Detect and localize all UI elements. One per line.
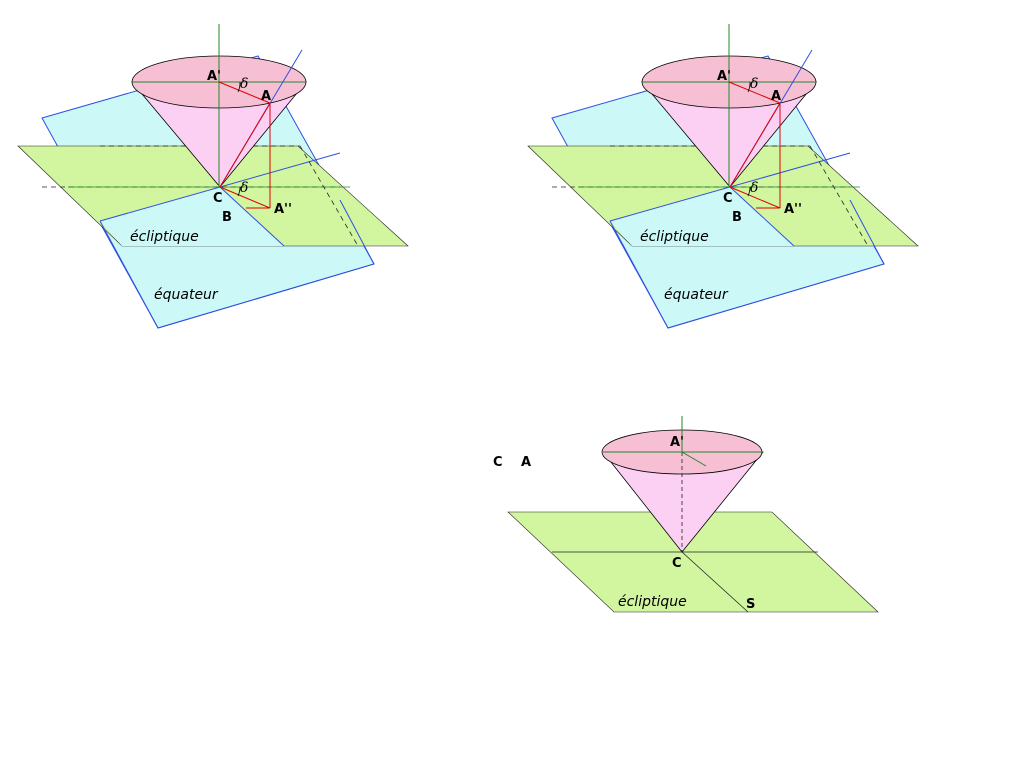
label-equateur: équateur bbox=[154, 287, 219, 303]
equator-outline-lower bbox=[609, 199, 885, 329]
figure-3: A' C écliptique S C A bbox=[493, 416, 879, 613]
figure-2: A' δ A δ C B A'' écliptique équateur bbox=[527, 24, 919, 329]
label-c: C bbox=[213, 191, 223, 206]
label-a-double: A'' bbox=[274, 202, 292, 217]
label-b: B bbox=[222, 210, 232, 225]
equator-plane-front bbox=[100, 187, 284, 246]
label-a: A bbox=[771, 89, 781, 104]
equator-line-through-c bbox=[219, 186, 285, 247]
label-delta-bottom: δ bbox=[750, 180, 758, 196]
figure-1: A' δ A δ C B A'' écliptique équateur bbox=[17, 24, 409, 329]
red-c-a-double bbox=[219, 186, 271, 209]
label-a: A bbox=[261, 89, 271, 104]
delta-arc-bottom bbox=[747, 186, 751, 197]
delta-arc-bottom bbox=[237, 186, 241, 197]
label-s: S bbox=[746, 597, 755, 612]
delta-arc-top bbox=[747, 81, 751, 93]
delta-arc-top bbox=[237, 81, 241, 93]
generatrix-ca bbox=[729, 102, 781, 188]
ecliptic-cross-line bbox=[681, 551, 749, 613]
dashed-line-3 bbox=[809, 145, 869, 247]
equator-line-through-c bbox=[729, 186, 795, 247]
label-a-double: A'' bbox=[784, 202, 802, 217]
label-delta-top: δ bbox=[750, 76, 758, 92]
label-c: C bbox=[723, 191, 733, 206]
equator-outline-lower bbox=[99, 199, 375, 329]
label-delta-top: δ bbox=[240, 76, 248, 92]
label-b: B bbox=[732, 210, 742, 225]
radius-line bbox=[681, 451, 707, 467]
label-equateur: équateur bbox=[664, 287, 729, 303]
label-a-prime: A' bbox=[670, 435, 684, 450]
label-delta-bottom: δ bbox=[240, 180, 248, 196]
red-a-prime-a bbox=[728, 81, 781, 104]
label-ecliptique: écliptique bbox=[640, 229, 709, 245]
label-a-standalone: A bbox=[521, 455, 531, 470]
label-a-prime: A' bbox=[207, 69, 221, 84]
red-c-a-double bbox=[729, 186, 781, 209]
label-a-prime: A' bbox=[717, 69, 731, 84]
equator-plane-front bbox=[610, 187, 794, 246]
label-ecliptique: écliptique bbox=[130, 229, 199, 245]
label-c-standalone: C bbox=[493, 455, 503, 470]
red-a-prime-a bbox=[218, 81, 271, 104]
label-c: C bbox=[672, 556, 682, 571]
label-ecliptique: écliptique bbox=[618, 594, 687, 610]
dashed-line-3 bbox=[299, 145, 359, 247]
generatrix-ca bbox=[219, 102, 271, 188]
